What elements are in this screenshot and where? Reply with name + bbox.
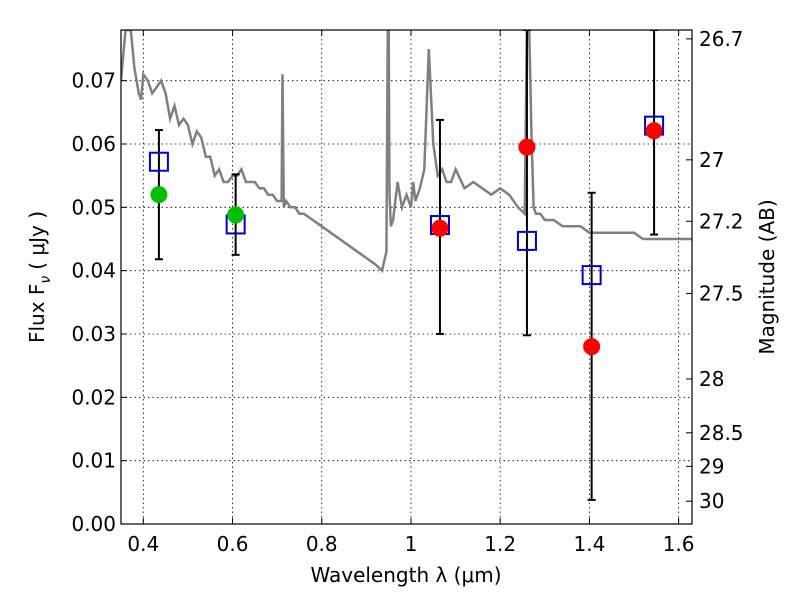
x-tick-label: 0.6 [217, 532, 249, 556]
y-axis-label-group: Flux Fν ( μJy ) [25, 211, 54, 343]
observed-photometry-point [227, 206, 245, 224]
model-photometry-square [516, 230, 537, 251]
x-tick-label: 1.4 [573, 532, 605, 556]
y2-tick-label: 26.7 [699, 27, 744, 51]
error-bars [154, 30, 659, 501]
y2-tick-label: 29 [699, 454, 724, 478]
model-spectrum-line [121, 30, 692, 274]
observed-photometry-point [431, 219, 449, 237]
x-tick-label: 1 [405, 532, 418, 556]
y2-axis-label-group: Magnitude (AB) [755, 199, 779, 354]
y2-tick-label: 27.5 [699, 281, 744, 305]
y2-tick-label: 27 [699, 148, 724, 172]
y2-axis-ticks: 26.7 27 27.2 27.5 28 28.5 29 30 [686, 27, 744, 513]
observed-photometry-point [150, 186, 168, 204]
y-tick-label: 0.02 [71, 385, 116, 409]
x-axis-ticks: 0.4 0.6 0.8 1 1.2 1.4 1.6 [127, 30, 695, 556]
x-tick-label: 1.6 [663, 532, 695, 556]
observed-photometry-point [518, 138, 536, 156]
y-tick-label: 0.00 [71, 512, 116, 536]
y-axis-label-subscript: ν [38, 276, 54, 284]
y2-tick-label: 30 [699, 489, 724, 513]
model-photometry-markers [148, 115, 665, 286]
y2-axis-label: Magnitude (AB) [755, 199, 779, 354]
x-tick-label: 1.2 [484, 532, 516, 556]
y-tick-label: 0.07 [71, 69, 116, 93]
x-axis-label: Wavelength λ (μm) [310, 563, 501, 587]
y-tick-label: 0.05 [71, 195, 116, 219]
y-axis-ticks: 0.00 0.01 0.02 0.03 0.04 0.05 0.06 0.07 [71, 69, 127, 536]
grid-lines [121, 30, 692, 525]
y-tick-label: 0.04 [71, 259, 116, 283]
x-tick-label: 0.8 [306, 532, 338, 556]
plot-frame [120, 29, 693, 525]
y2-tick-label: 28.5 [699, 421, 744, 445]
observed-photometry-point [645, 122, 663, 140]
y-tick-label: 0.06 [71, 132, 116, 156]
y2-tick-label: 28 [699, 367, 724, 391]
x-tick-label: 0.4 [127, 532, 159, 556]
observed-photometry-point [583, 338, 601, 356]
y2-tick-label: 27.2 [699, 209, 744, 233]
y-axis-label-main: Flux F [25, 284, 49, 343]
model-photometry-square [581, 265, 602, 286]
y-tick-label: 0.01 [71, 449, 116, 473]
y-axis-label-unit: ( μJy ) [25, 211, 49, 270]
y-axis-label: Flux Fν ( μJy ) [25, 211, 54, 343]
model-photometry-square [148, 151, 169, 172]
y-tick-label: 0.03 [71, 322, 116, 346]
observed-photometry-markers [150, 122, 663, 356]
